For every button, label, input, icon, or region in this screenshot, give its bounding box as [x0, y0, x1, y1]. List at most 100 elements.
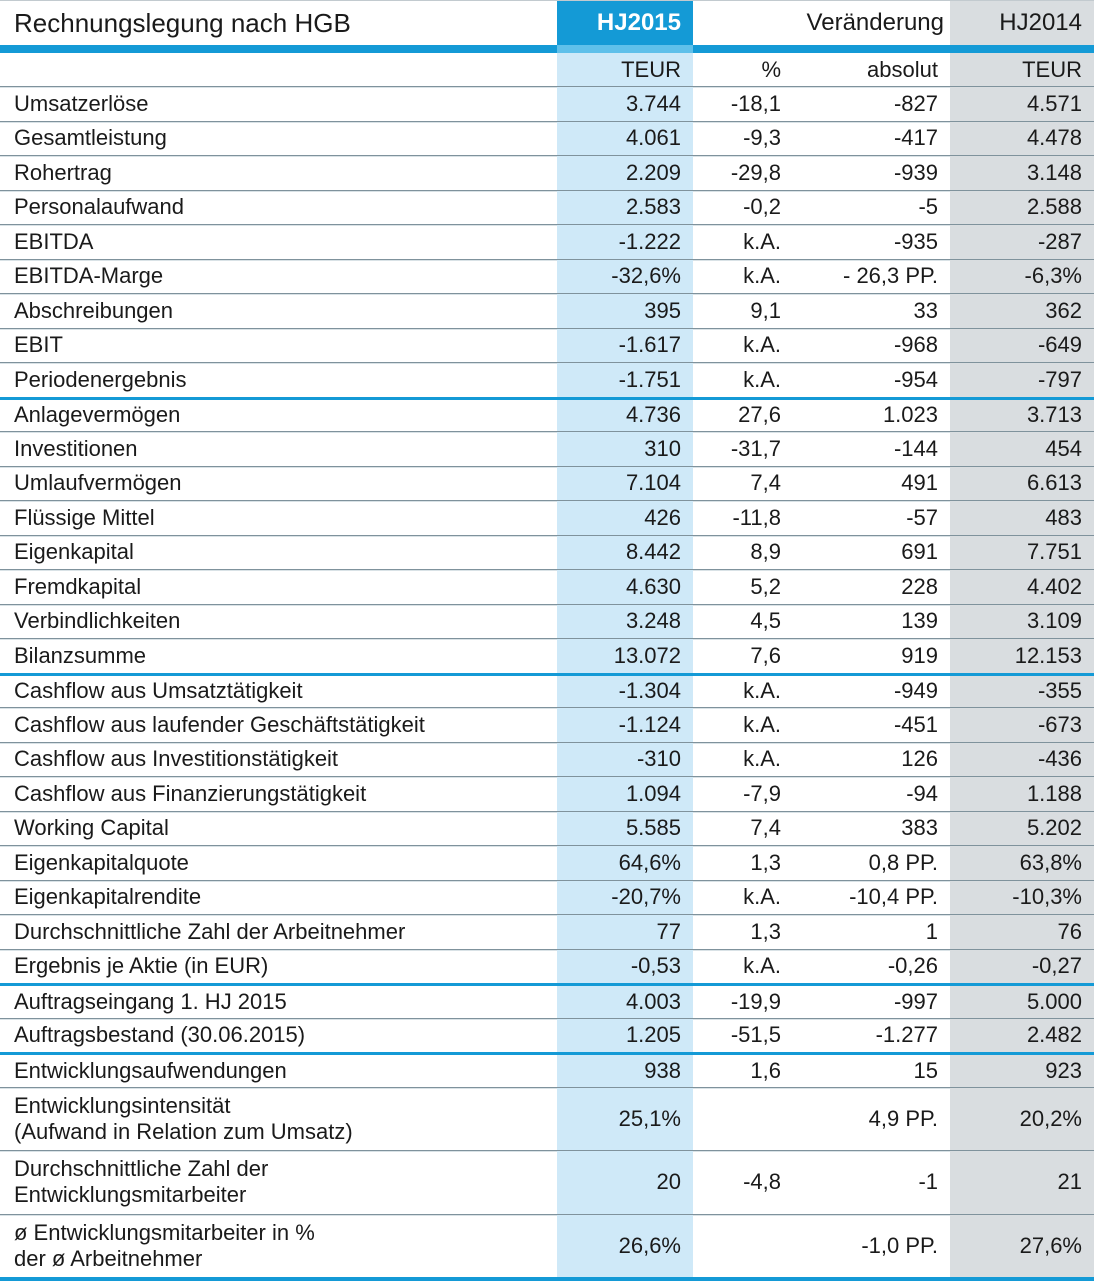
- row-value-hj2014: 2.588: [950, 190, 1094, 224]
- row-value-hj2015: 4.003: [557, 986, 693, 1018]
- row-label: Investitionen: [14, 435, 138, 461]
- table-row: Periodenergebnis -1.751 k.A. -954 -797: [0, 362, 1094, 397]
- table-row: Entwicklungsaufwendungen 938 1,6 15 923: [0, 1052, 1094, 1087]
- row-value-hj2015: -1.617: [557, 328, 693, 362]
- row-value-hj2014: 1.188: [950, 777, 1094, 811]
- row-value-absolut: 126: [901, 746, 938, 772]
- row-value-hj2015: 20: [557, 1151, 693, 1214]
- row-label: Umlaufvermögen: [14, 470, 182, 496]
- table-row: Durchschnittliche Zahl der Arbeitnehmer …: [0, 914, 1094, 949]
- row-value-absolut: 491: [901, 470, 938, 496]
- row-value-hj2014: 454: [950, 432, 1094, 466]
- row-label: Flüssige Mittel: [14, 504, 155, 530]
- row-value-hj2015: 426: [557, 501, 693, 535]
- row-value-hj2015: 2.583: [557, 190, 693, 224]
- table-row: Fremdkapital 4.630 5,2 228 4.402: [0, 569, 1094, 604]
- table-row: Working Capital 5.585 7,4 383 5.202: [0, 810, 1094, 845]
- table-row: ø Entwicklungsmitarbeiter in % der ø Arb…: [0, 1213, 1094, 1278]
- row-value-hj2015: 4.061: [557, 121, 693, 155]
- band-segment: [950, 45, 1094, 53]
- row-value-hj2014: -649: [950, 328, 1094, 362]
- table-row: Eigenkapitalrendite -20,7% k.A. -10,4 PP…: [0, 879, 1094, 914]
- subheader-empty: [0, 53, 557, 86]
- table-body: Umsatzerlöse 3.744 -18,1 -827 4.571 Gesa…: [0, 86, 1094, 1277]
- column-header-hj2014: HJ2014: [950, 1, 1094, 45]
- row-label: Durchschnittliche Zahl der Entwicklungsm…: [14, 1156, 269, 1208]
- table-row: Flüssige Mittel 426 -11,8 -57 483: [0, 500, 1094, 535]
- row-value-hj2014: 4.571: [950, 87, 1094, 121]
- table-row: Cashflow aus laufender Geschäftstätigkei…: [0, 707, 1094, 742]
- row-value-hj2014: 76: [950, 915, 1094, 949]
- row-label: Auftragsbestand (30.06.2015): [14, 1022, 306, 1048]
- header-divider-band: [0, 45, 1094, 53]
- row-value-hj2015: 26,6%: [557, 1214, 693, 1277]
- row-value-absolut: - 26,3 PP.: [843, 263, 938, 289]
- row-value-percent: k.A.: [743, 263, 781, 289]
- row-label: Personalaufwand: [14, 194, 185, 220]
- row-value-hj2014: -0,27: [950, 949, 1094, 983]
- row-label: Verbindlichkeiten: [14, 608, 181, 634]
- table-header-row: Rechnungslegung nach HGB HJ2015 Veränder…: [0, 1, 1094, 45]
- row-value-absolut: -10,4 PP.: [849, 884, 938, 910]
- row-label: EBITDA: [14, 228, 94, 254]
- row-value-percent: -4,8: [743, 1169, 781, 1195]
- row-label: Cashflow aus Finanzierungstätigkeit: [14, 780, 367, 806]
- row-value-hj2015: 13.072: [557, 639, 693, 673]
- row-value-absolut: -968: [893, 332, 938, 358]
- row-value-percent: -51,5: [730, 1022, 781, 1048]
- row-value-hj2015: 5.585: [557, 811, 693, 845]
- row-value-percent: 4,5: [750, 608, 781, 634]
- row-value-percent: -11,8: [732, 504, 781, 530]
- table-subheader-row: TEUR % absolut TEUR: [0, 53, 1094, 86]
- row-value-absolut: 383: [901, 815, 938, 841]
- table-row: Auftragsbestand (30.06.2015) 1.205 -51,5…: [0, 1017, 1094, 1052]
- row-value-hj2015: 4.736: [557, 399, 693, 431]
- row-value-absolut: 139: [901, 608, 938, 634]
- row-value-hj2014: -287: [950, 225, 1094, 259]
- row-value-absolut: -827: [893, 90, 938, 116]
- row-value-absolut: -5: [918, 194, 938, 220]
- row-value-hj2014: 362: [950, 294, 1094, 328]
- subheader-hj2015-unit: TEUR: [557, 53, 693, 86]
- row-value-hj2014: 20,2%: [950, 1087, 1094, 1150]
- column-header-veraenderung: Veränderung: [806, 9, 944, 36]
- row-value-absolut: 15: [913, 1057, 938, 1083]
- row-value-absolut: -144: [893, 435, 938, 461]
- table-row: Abschreibungen 395 9,1 33 362: [0, 293, 1094, 328]
- row-value-hj2014: -6,3%: [950, 259, 1094, 293]
- band-segment: [793, 45, 950, 53]
- row-value-percent: 7,4: [750, 815, 781, 841]
- row-value-absolut: 228: [901, 573, 938, 599]
- row-value-percent: k.A.: [743, 746, 781, 772]
- row-value-hj2015: -1.751: [557, 363, 693, 397]
- subheader-absolut-label: absolut: [867, 56, 938, 82]
- row-value-percent: k.A.: [743, 228, 781, 254]
- row-value-hj2014: 2.482: [950, 1018, 1094, 1052]
- row-value-percent: -18,1: [730, 90, 781, 116]
- table-row: Ergebnis je Aktie (in EUR) -0,53 k.A. -0…: [0, 948, 1094, 983]
- row-label: EBIT: [14, 332, 63, 358]
- row-value-hj2015: 7.104: [557, 466, 693, 500]
- row-value-hj2014: 923: [950, 1055, 1094, 1087]
- table-row: Bilanzsumme 13.072 7,6 919 12.153: [0, 638, 1094, 673]
- row-value-hj2015: -0,53: [557, 949, 693, 983]
- row-label: Umsatzerlöse: [14, 90, 149, 116]
- row-value-hj2015: -1.222: [557, 225, 693, 259]
- row-label: Abschreibungen: [14, 297, 174, 323]
- table-bottom-bar: [0, 1277, 1094, 1281]
- row-value-percent: 1,3: [750, 918, 781, 944]
- row-value-absolut: -939: [893, 159, 938, 185]
- row-value-hj2015: 8.442: [557, 535, 693, 569]
- row-value-hj2015: -32,6%: [557, 259, 693, 293]
- row-value-percent: -9,3: [743, 125, 781, 151]
- row-value-percent: [693, 1215, 793, 1278]
- table-row: Cashflow aus Finanzierungstätigkeit 1.09…: [0, 776, 1094, 811]
- table-row: Cashflow aus Umsatztätigkeit -1.304 k.A.…: [0, 672, 1094, 707]
- row-label: Eigenkapitalquote: [14, 849, 189, 875]
- row-value-hj2014: -436: [950, 742, 1094, 776]
- row-value-hj2015: 64,6%: [557, 846, 693, 880]
- row-value-hj2014: -355: [950, 675, 1094, 707]
- row-value-absolut: 1.023: [882, 402, 938, 428]
- row-value-percent: 7,4: [750, 470, 781, 496]
- row-value-hj2014: 12.153: [950, 639, 1094, 673]
